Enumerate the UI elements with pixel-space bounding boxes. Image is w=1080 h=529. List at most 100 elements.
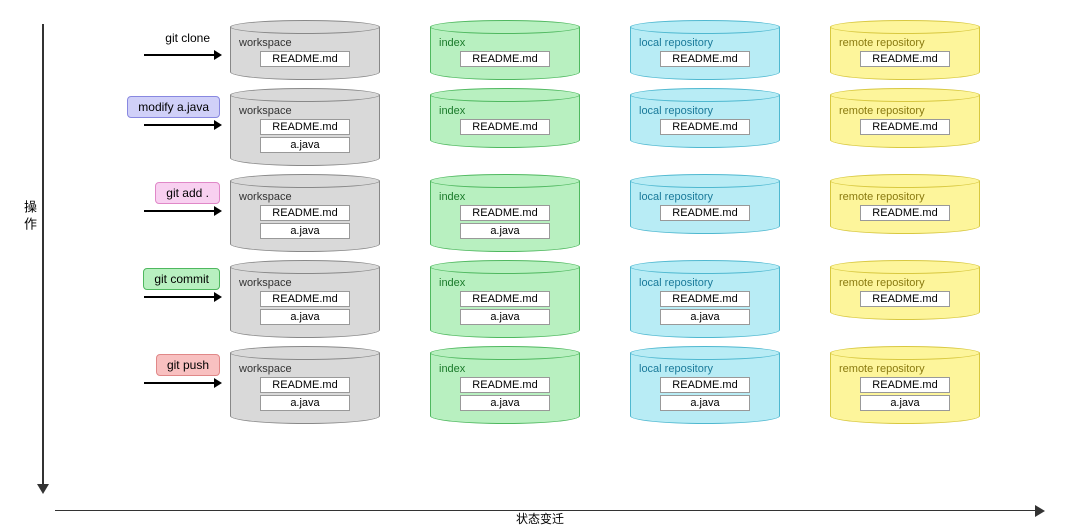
cylinder-top (830, 174, 980, 188)
cylinder-remote: remote repository README.md (830, 260, 980, 338)
cylinder-top (230, 88, 380, 102)
cylinder-title: workspace (239, 37, 371, 49)
cylinder-local: local repositoryREADME.mda.java (630, 346, 780, 424)
cylinder-body: local repositoryREADME.md (630, 95, 780, 148)
cylinder-workspace: workspace README.md (230, 20, 380, 80)
cylinder-index: indexREADME.mda.java (430, 174, 580, 252)
cylinder-title: local repository (639, 191, 771, 203)
cylinder-body: local repository README.md (630, 181, 780, 234)
cylinder-top (430, 260, 580, 274)
cylinder-title: remote repository (839, 277, 971, 289)
cylinder-body: indexREADME.mda.java (430, 353, 580, 424)
file-entry: README.md (260, 51, 350, 67)
file-entry: a.java (860, 395, 950, 411)
cylinder-workspace: workspace README.md a.java (230, 346, 380, 424)
file-entry: README.md (260, 291, 350, 307)
cylinder-body: remote repository README.md a.java (830, 353, 980, 424)
cylinder-body: index README.md (430, 95, 580, 148)
cylinder-top (430, 174, 580, 188)
cylinder-body: remote repositoryREADME.md (830, 27, 980, 80)
cylinder-index: index README.md (430, 88, 580, 166)
file-entry: a.java (260, 137, 350, 153)
file-entry: README.md (860, 205, 950, 221)
cylinder-workspace: workspace README.md a.java (230, 260, 380, 338)
diagram-row: modify a.javaworkspaceREADME.mda.javaind… (60, 88, 1060, 166)
cylinder-body: index README.md (430, 27, 580, 80)
cylinder-body: indexREADME.mda.java (430, 267, 580, 338)
cylinder-body: remote repository README.md (830, 267, 980, 320)
cylinder-top (630, 88, 780, 102)
operation-badge: git clone (155, 28, 220, 48)
file-entry: README.md (660, 205, 750, 221)
cylinder-body: indexREADME.mda.java (430, 181, 580, 252)
cylinder-top (230, 346, 380, 360)
cylinder-top (630, 260, 780, 274)
file-entry: README.md (460, 51, 550, 67)
file-entry: README.md (460, 377, 550, 393)
cylinder-title: remote repository (839, 105, 971, 117)
cylinder-body: remote repository README.md (830, 95, 980, 148)
file-entry: README.md (260, 377, 350, 393)
cylinder-title: index (439, 105, 571, 117)
cylinder-title: workspace (239, 277, 371, 289)
cylinder-remote: remote repository README.md (830, 174, 980, 252)
file-entry: a.java (660, 309, 750, 325)
arrow-right-icon (144, 54, 214, 56)
file-entry: README.md (860, 51, 950, 67)
operation-column: git push (60, 346, 230, 384)
file-entry: a.java (260, 309, 350, 325)
file-entry: README.md (860, 291, 950, 307)
cylinder-title: local repository (639, 277, 771, 289)
arrow-right-icon (144, 124, 214, 126)
cylinder-remote: remote repository README.md (830, 88, 980, 166)
cylinder-remote: remote repository README.md a.java (830, 346, 980, 424)
file-entry: README.md (260, 119, 350, 135)
cylinder-top (630, 174, 780, 188)
cylinder-body: workspaceREADME.mda.java (230, 181, 380, 252)
cylinder-title: index (439, 37, 571, 49)
file-entry: README.md (860, 377, 950, 393)
arrow-right-icon (144, 382, 214, 384)
diagram-grid: git cloneworkspaceREADME.mdindexREADME.m… (60, 20, 1060, 432)
cylinder-group: workspaceREADME.mda.java indexREADME.mda.… (230, 174, 980, 252)
file-entry: README.md (660, 51, 750, 67)
cylinder-body: workspace README.md a.java (230, 95, 380, 166)
cylinder-title: local repository (639, 363, 771, 375)
cylinder-title: remote repository (839, 191, 971, 203)
cylinder-local: local repositoryREADME.md (630, 20, 780, 80)
file-entry: a.java (260, 395, 350, 411)
diagram-row: git clone workspace README.md index README.m… (60, 20, 1060, 80)
file-entry: a.java (460, 223, 550, 239)
cylinder-body: workspace README.md a.java (230, 353, 380, 424)
cylinder-top (830, 20, 980, 34)
cylinder-body: local repositoryREADME.mda.java (630, 267, 780, 338)
cylinder-top (230, 20, 380, 34)
cylinder-top (830, 346, 980, 360)
cylinder-top (230, 260, 380, 274)
file-entry: a.java (460, 309, 550, 325)
cylinder-body: local repositoryREADME.md (630, 27, 780, 80)
operation-badge: git add . (155, 182, 220, 204)
cylinder-index: indexREADME.mda.java (430, 346, 580, 424)
operation-column: git commit (60, 260, 230, 298)
operations-axis (42, 24, 44, 484)
file-entry: a.java (660, 395, 750, 411)
cylinder-title: workspace (239, 363, 371, 375)
cylinder-top (630, 346, 780, 360)
file-entry: README.md (460, 291, 550, 307)
operation-column: git clone (60, 20, 230, 56)
cylinder-body: remote repository README.md (830, 181, 980, 234)
file-entry: a.java (460, 395, 550, 411)
cylinder-title: remote repository (839, 363, 971, 375)
file-entry: README.md (460, 119, 550, 135)
operation-badge: git push (156, 354, 220, 376)
cylinder-local: local repositoryREADME.md (630, 88, 780, 166)
cylinder-index: index README.md (430, 20, 580, 80)
cylinder-workspace: workspace README.md a.java (230, 88, 380, 166)
cylinder-top (830, 260, 980, 274)
diagram-row: git commitworkspaceREADME.mda.javaindexR… (60, 260, 1060, 338)
operation-column: git add . (60, 174, 230, 212)
file-entry: README.md (860, 119, 950, 135)
cylinder-title: workspace (239, 105, 371, 117)
cylinder-title: local repository (639, 105, 771, 117)
